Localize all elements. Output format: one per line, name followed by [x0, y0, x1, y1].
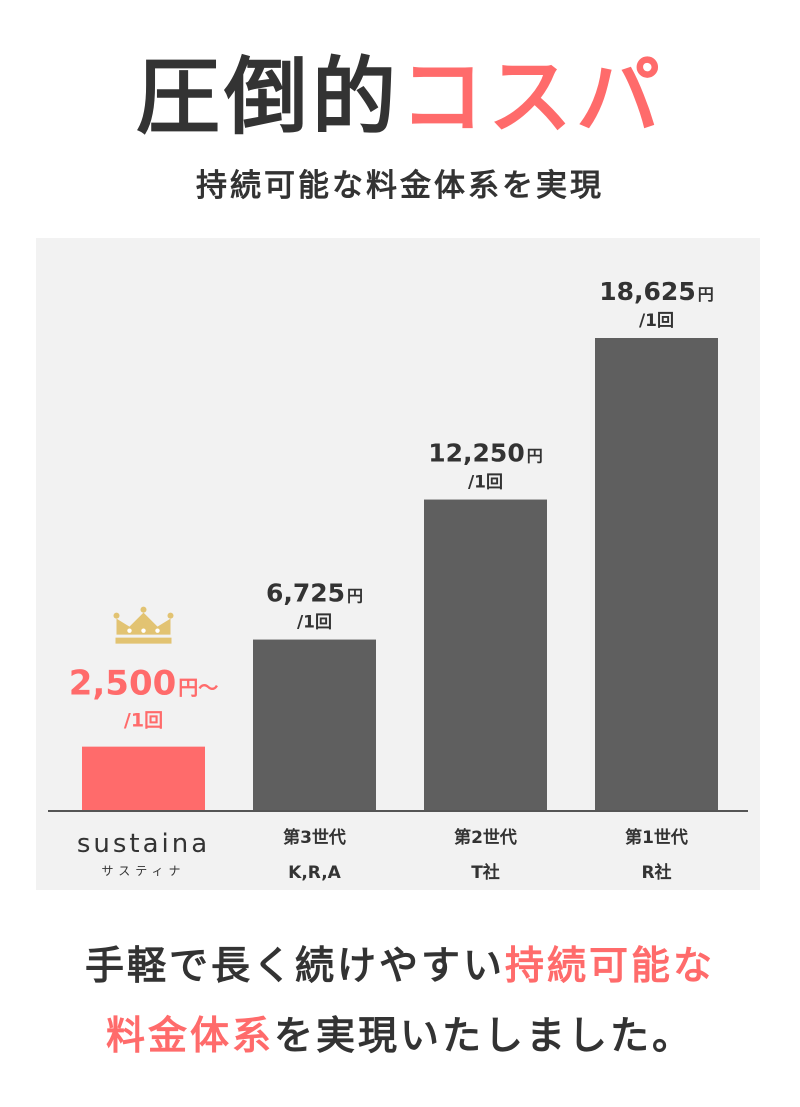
value-label-3: 18,625 円	[599, 277, 714, 306]
value-label-1: 6,725 円	[266, 579, 363, 608]
bottom-message-line-1: 手軽で長く続けやすい持続可能な	[0, 935, 800, 991]
subtitle: 持続可能な料金体系を実現	[196, 168, 604, 204]
category-sublabel-3: R社	[641, 862, 671, 883]
value-amount-0: 2,500	[69, 664, 177, 704]
value-label-2: 12,250 円	[428, 439, 543, 468]
crown-jewel-left	[127, 628, 132, 633]
crown-jewel-center	[141, 628, 146, 633]
bar-3	[595, 338, 718, 810]
value-per-0: /1回	[124, 710, 163, 732]
category-label-0: sustaina	[77, 829, 210, 859]
value-unit-1: 円	[347, 587, 363, 606]
bottom-line1-accent: 持続可能な	[505, 944, 716, 989]
category-label-1: 第3世代	[283, 827, 346, 848]
crown-tip-left	[113, 612, 120, 619]
value-per-2: /1回	[468, 473, 503, 493]
category-sublabel-2: T社	[471, 862, 500, 883]
value-amount-2: 12,250	[428, 439, 524, 468]
price-comparison-chart: 2,500 円～/1回 sustaina サスティナ 6,725 円/1回 第3世代 K,R,…	[36, 238, 760, 890]
value-unit-2: 円	[527, 447, 543, 466]
value-unit-3: 円	[698, 285, 714, 304]
bottom-line2-accent: 料金体系	[105, 1014, 274, 1059]
crown-tip-center	[140, 606, 147, 613]
bar-2	[424, 499, 547, 810]
headline: 圧倒的コスパ	[0, 42, 800, 152]
category-label-3: 第1世代	[625, 827, 688, 848]
value-per-3: /1回	[639, 311, 674, 331]
value-amount-3: 18,625	[599, 277, 695, 306]
crown-jewel-right	[155, 628, 160, 633]
bottom-line1-dark: 手軽で長く続けやすい	[84, 944, 505, 989]
bar-1	[253, 639, 376, 810]
category-label-2: 第2世代	[454, 827, 517, 848]
bottom-message-line-2: 料金体系を実現いたしました。	[0, 1005, 800, 1061]
headline-dark-text: 圧倒的	[135, 48, 400, 146]
value-amount-1: 6,725	[266, 579, 345, 608]
value-per-1: /1回	[297, 613, 332, 633]
bar-0	[82, 746, 205, 810]
crown-base	[115, 637, 172, 644]
value-unit-0: 円～	[178, 676, 218, 700]
category-sublabel-1: K,R,A	[288, 863, 341, 883]
headline-accent-text: コスパ	[400, 48, 665, 146]
crown-icon	[113, 606, 174, 644]
crown-tip-right	[167, 612, 174, 619]
value-label-0: 2,500 円～	[69, 664, 219, 704]
bottom-line2-dark: を実現いたしました。	[274, 1014, 695, 1059]
category-sublabel-0: サスティナ	[101, 864, 185, 878]
